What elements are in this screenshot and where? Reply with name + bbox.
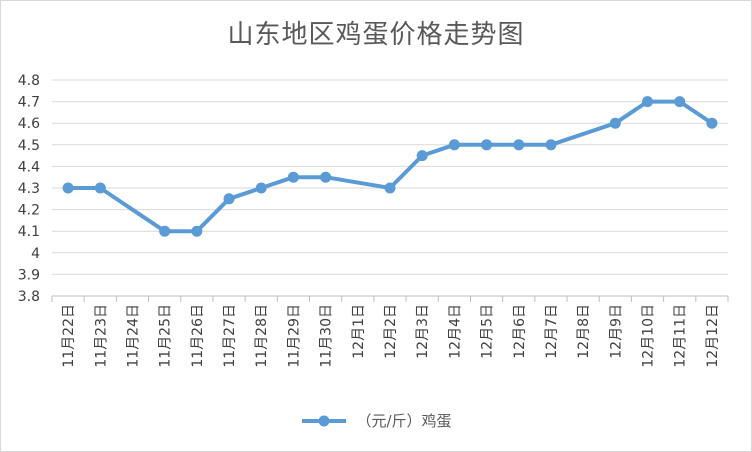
data-point xyxy=(674,96,686,108)
legend-swatch-icon xyxy=(302,415,347,426)
y-tick-label: 4.7 xyxy=(18,95,40,111)
y-tick-label: 4.1 xyxy=(18,224,40,240)
y-tick-label: 4.5 xyxy=(18,138,40,154)
data-point xyxy=(223,193,235,205)
data-point xyxy=(320,171,332,183)
data-point xyxy=(706,117,718,129)
y-tick-label: 4.3 xyxy=(18,181,40,197)
legend: （元/斤）鸡蛋 xyxy=(0,410,752,431)
x-tick-label: 12月5日 xyxy=(480,304,496,359)
x-tick-label: 11月28日 xyxy=(254,304,270,368)
x-tick-label: 12月8日 xyxy=(576,304,592,359)
x-tick-label: 11月30日 xyxy=(319,304,335,368)
x-tick-label: 12月4日 xyxy=(447,304,463,359)
x-tick-label: 12月9日 xyxy=(608,304,624,359)
x-tick-label: 12月3日 xyxy=(415,304,431,359)
y-tick-label: 4.2 xyxy=(18,203,40,219)
data-point xyxy=(94,182,106,194)
x-tick-label: 12月12日 xyxy=(705,304,721,368)
data-point xyxy=(642,96,654,108)
x-tick-label: 12月2日 xyxy=(383,304,399,359)
x-tick-label: 11月26日 xyxy=(190,304,206,368)
x-tick-label: 11月27日 xyxy=(222,304,238,368)
x-tick-label: 12月6日 xyxy=(512,304,528,359)
x-tick-label: 12月7日 xyxy=(544,304,560,359)
x-tick-label: 11月22日 xyxy=(61,304,77,368)
x-tick-label: 12月1日 xyxy=(351,304,367,359)
x-tick-label: 12月10日 xyxy=(641,304,657,368)
x-tick-label: 11月24日 xyxy=(125,304,141,368)
x-tick-label: 11月23日 xyxy=(93,304,109,368)
data-point xyxy=(159,225,171,237)
legend-label: （元/斤）鸡蛋 xyxy=(356,412,452,430)
data-point xyxy=(384,182,396,194)
data-point xyxy=(255,182,267,194)
data-point xyxy=(513,139,525,151)
series-points xyxy=(62,96,718,237)
data-point xyxy=(545,139,557,151)
data-point xyxy=(287,171,299,183)
y-tick-label: 3.8 xyxy=(18,289,40,305)
x-tick-label: 11月25日 xyxy=(158,304,174,368)
y-axis-ticks: 4.8 4.7 4.6 4.5 4.4 4.3 4.2 4.1 4 3.9 3.8 xyxy=(18,73,40,305)
chart-title: 山东地区鸡蛋价格走势图 xyxy=(227,20,525,50)
y-tick-label: 4.6 xyxy=(18,116,40,132)
y-tick-label: 4.8 xyxy=(18,73,40,89)
data-point xyxy=(481,139,493,151)
y-tick-label: 3.9 xyxy=(18,267,40,283)
x-tick-label: 12月11日 xyxy=(673,304,689,368)
data-point xyxy=(609,117,621,129)
y-tick-label: 4.4 xyxy=(18,159,40,175)
y-tick-label: 4 xyxy=(31,246,40,262)
x-axis-ticks: 11月22日 11月23日 11月24日 11月25日 11月26日 11月27日 11月2… xyxy=(51,296,729,368)
x-tick-label: 11月29日 xyxy=(286,304,302,368)
data-point xyxy=(62,182,74,194)
data-point xyxy=(448,139,460,151)
data-point xyxy=(191,225,203,237)
data-point xyxy=(416,150,428,162)
